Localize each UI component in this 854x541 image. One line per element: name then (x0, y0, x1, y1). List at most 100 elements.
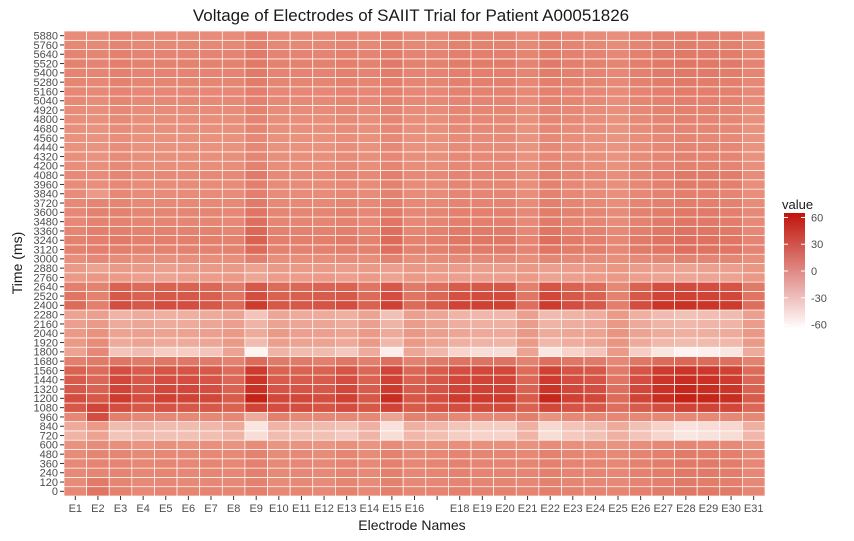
heatmap-cell (176, 365, 201, 376)
heatmap-cell (63, 300, 87, 311)
y-tick-label: 3960 (34, 179, 58, 191)
heatmap-cell (289, 300, 314, 311)
heatmap-cell (154, 300, 178, 311)
heatmap-cell (335, 105, 359, 116)
heatmap-cell (674, 151, 698, 162)
heatmap-cell (493, 300, 517, 311)
heatmap-cell (199, 421, 223, 432)
heatmap-cell (651, 114, 675, 125)
heatmap-cell (312, 39, 336, 50)
heatmap-cell (289, 272, 314, 283)
heatmap-cell (131, 132, 155, 143)
heatmap-cell (221, 365, 246, 376)
heatmap-cell (742, 486, 766, 497)
heatmap-cell (335, 235, 359, 246)
heatmap-cell (176, 67, 201, 78)
heatmap-cell (561, 253, 585, 264)
heatmap-cell (357, 244, 381, 255)
heatmap-cell (199, 67, 223, 78)
heatmap-cell (131, 225, 155, 236)
heatmap-cell (154, 346, 178, 357)
heatmap-cell (131, 77, 155, 88)
heatmap-cell (154, 309, 178, 320)
heatmap-cell (470, 263, 494, 274)
heatmap-cell (628, 486, 653, 497)
heatmap-cell (674, 402, 698, 413)
heatmap-cell (312, 188, 336, 199)
heatmap-cell (221, 402, 246, 413)
heatmap-cell (674, 411, 698, 422)
heatmap-cell (154, 67, 178, 78)
heatmap-cell (674, 188, 698, 199)
heatmap-cell (131, 235, 155, 246)
heatmap-cell (335, 244, 359, 255)
heatmap-cell (402, 49, 427, 60)
heatmap-cell (86, 77, 110, 88)
heatmap-cell (402, 160, 427, 171)
heatmap-cell (402, 151, 427, 162)
heatmap-cell (86, 132, 110, 143)
heatmap-cell (470, 225, 494, 236)
heatmap-cell (357, 337, 381, 348)
heatmap-cell (289, 142, 314, 153)
heatmap-cell (425, 291, 449, 302)
heatmap-cell (86, 477, 110, 488)
heatmap-cell (221, 170, 246, 181)
heatmap-cell (674, 449, 698, 460)
heatmap-cell (742, 151, 766, 162)
heatmap-cell (561, 198, 585, 209)
heatmap-cell (674, 58, 698, 69)
heatmap-cell (493, 467, 517, 478)
heatmap-cell (108, 207, 133, 218)
heatmap-cell (267, 86, 291, 97)
heatmap-cell (131, 318, 155, 329)
heatmap-cell (628, 198, 653, 209)
heatmap-cell (719, 207, 743, 218)
heatmap-cell (289, 188, 314, 199)
heatmap-cell (402, 393, 427, 404)
heatmap-cell (674, 86, 698, 97)
heatmap-cell (380, 263, 404, 274)
heatmap-cell (199, 384, 223, 395)
heatmap-cell (63, 309, 87, 320)
heatmap-cell (335, 449, 359, 460)
y-tick-label: 5040 (34, 96, 58, 108)
heatmap-cell (335, 95, 359, 106)
heatmap-cell (493, 170, 517, 181)
heatmap-cell (63, 449, 87, 460)
heatmap-cell (108, 105, 133, 116)
heatmap-cell (448, 67, 472, 78)
heatmap-cell (289, 244, 314, 255)
y-tick-label: 960 (40, 412, 58, 424)
heatmap-cell (696, 77, 721, 88)
heatmap-cell (628, 449, 653, 460)
heatmap-cell (742, 30, 766, 41)
heatmap-cell (176, 179, 201, 190)
heatmap-cell (108, 272, 133, 283)
heatmap-cell (267, 356, 291, 367)
y-tick-label: 3240 (34, 235, 58, 247)
heatmap-cell (199, 179, 223, 190)
heatmap-cell (267, 105, 291, 116)
heatmap-cell (335, 356, 359, 367)
heatmap-cell (628, 309, 653, 320)
heatmap-cell (108, 244, 133, 255)
heatmap-cell (380, 449, 404, 460)
heatmap-cell (244, 477, 268, 488)
heatmap-cell (561, 160, 585, 171)
heatmap-cell (357, 411, 381, 422)
heatmap-cell (244, 374, 268, 385)
heatmap-cell (380, 235, 404, 246)
heatmap-cell (63, 384, 87, 395)
heatmap-cell (131, 458, 155, 469)
heatmap-cell (335, 188, 359, 199)
heatmap-cell (425, 374, 449, 385)
y-tick-label: 4920 (34, 105, 58, 117)
heatmap-cell (154, 160, 178, 171)
heatmap-cell (515, 374, 540, 385)
heatmap-cell (357, 393, 381, 404)
heatmap-cell (154, 253, 178, 264)
heatmap-cell (628, 132, 653, 143)
heatmap-cell (380, 384, 404, 395)
